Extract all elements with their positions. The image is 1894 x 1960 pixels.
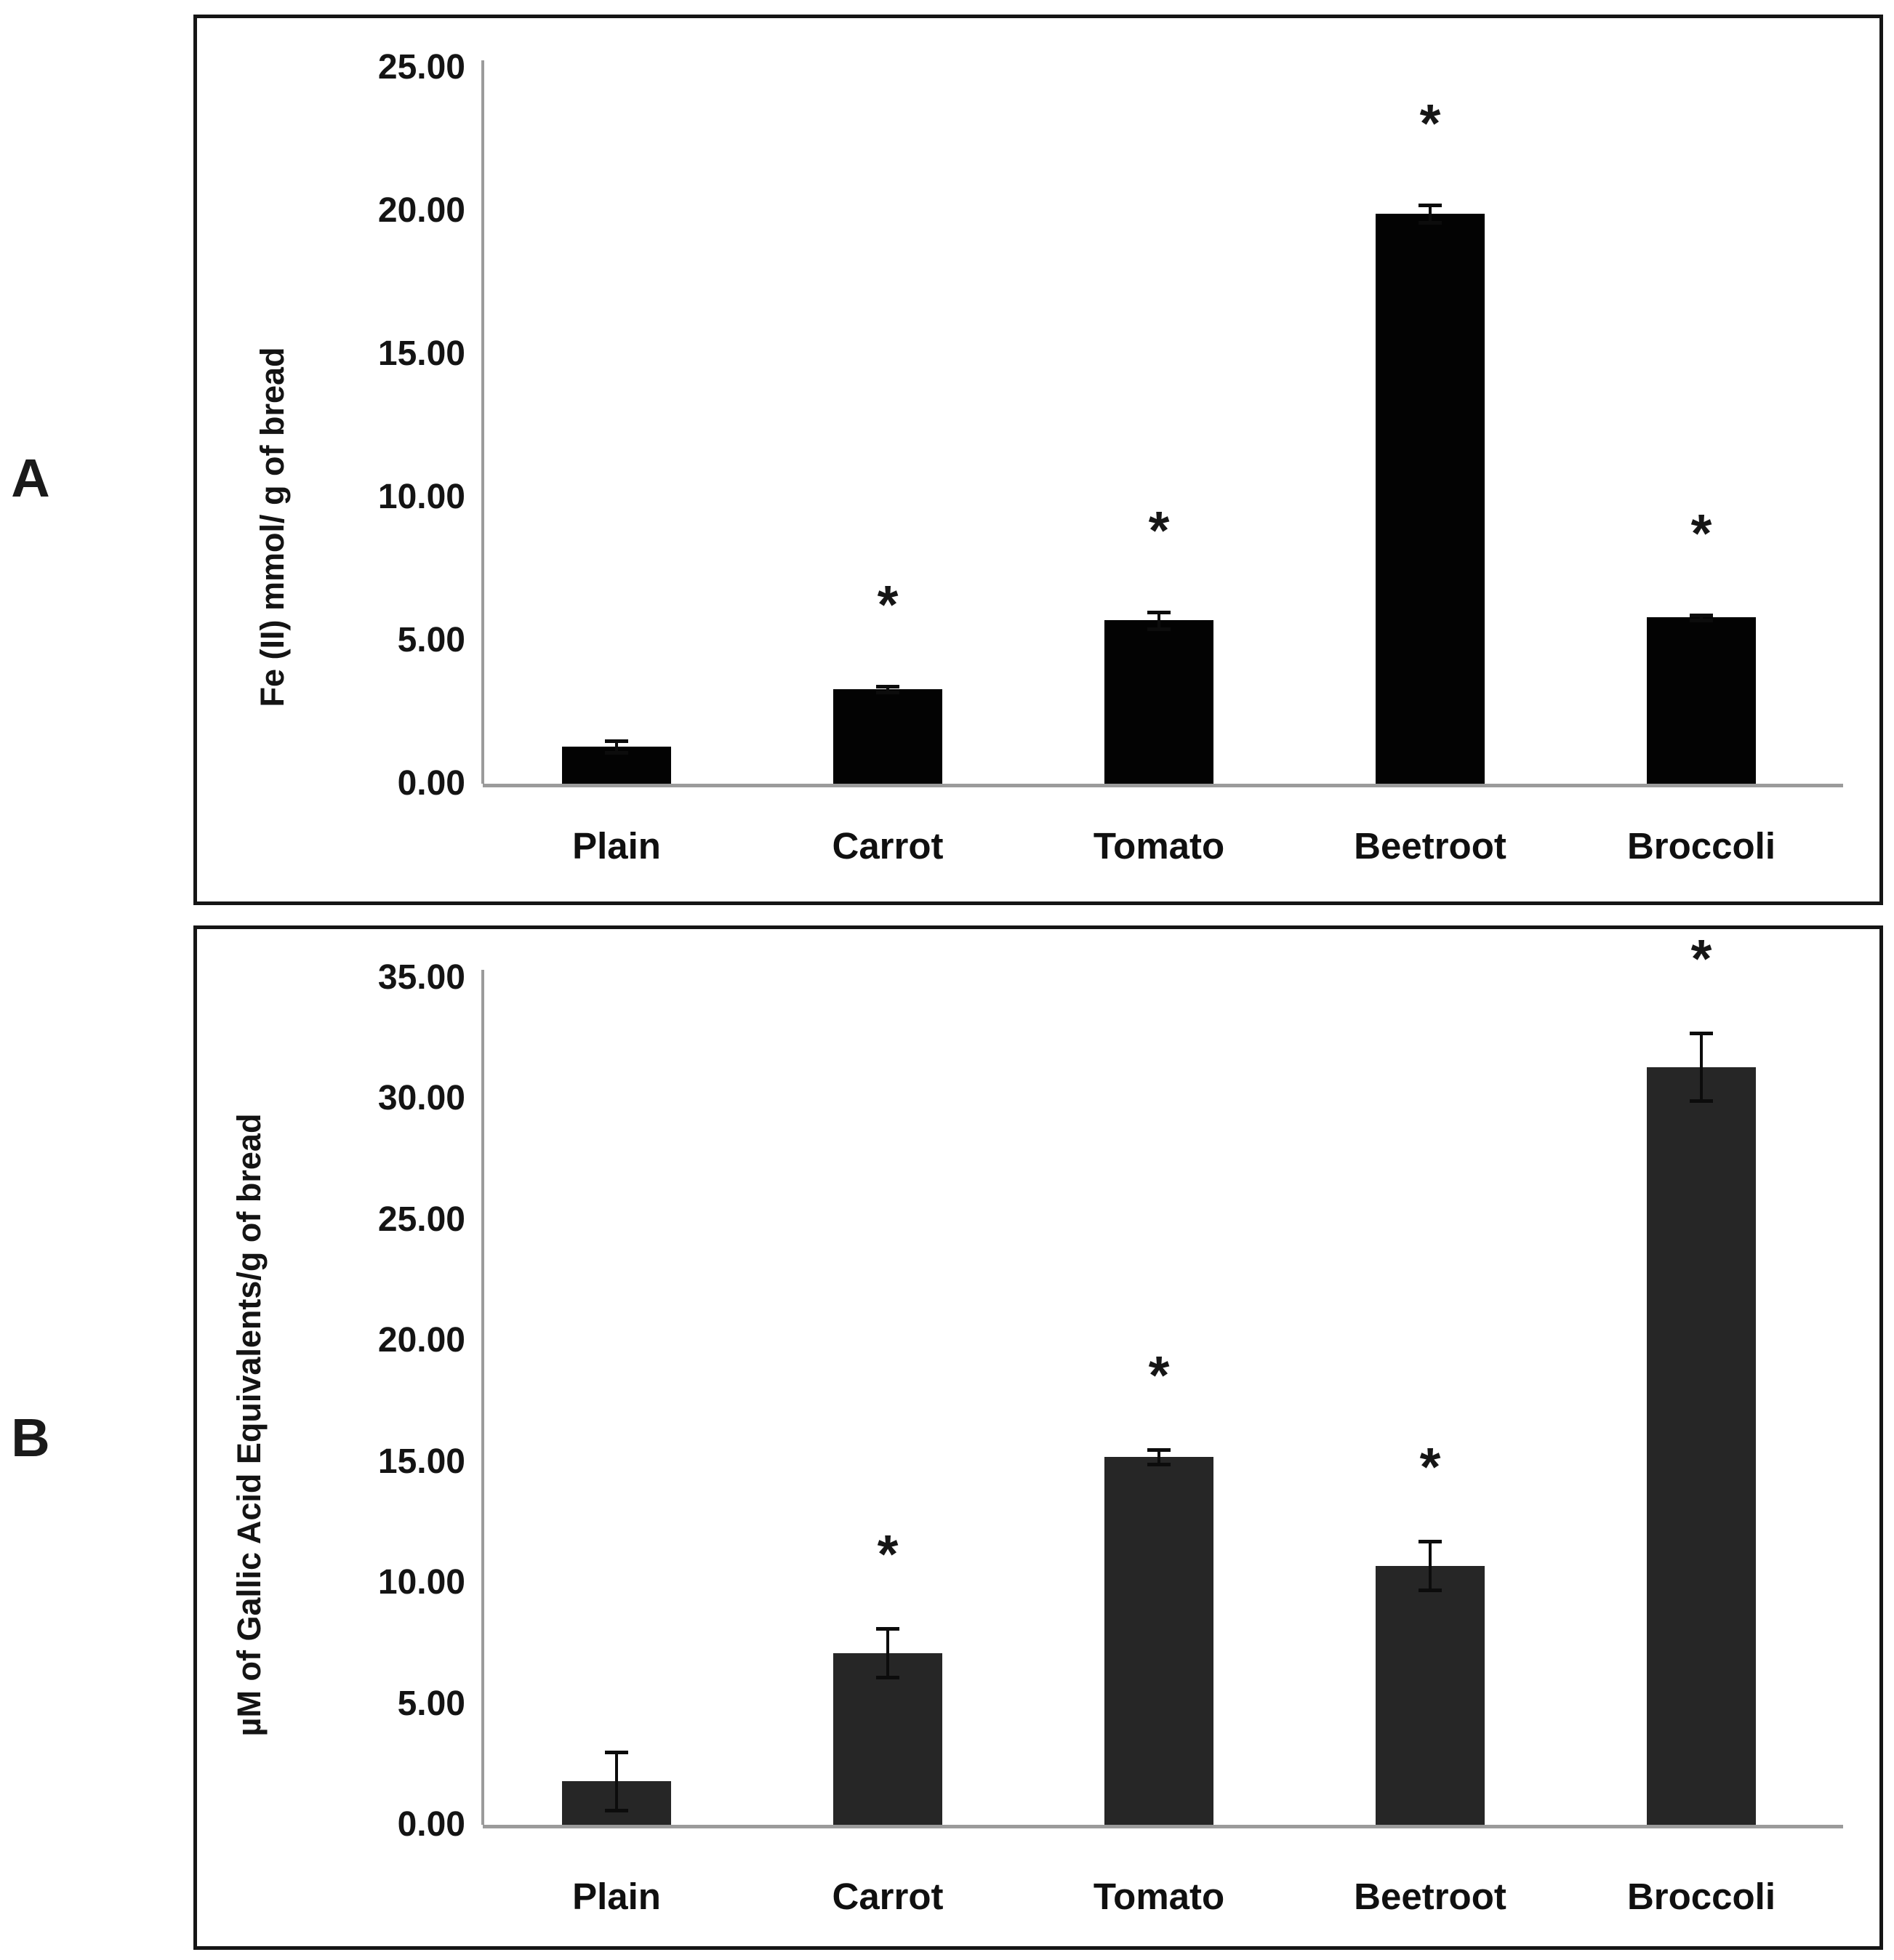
error-bar-line	[1700, 1033, 1703, 1101]
significance-asterisk: *	[1419, 1437, 1441, 1497]
significance-asterisk: *	[1419, 93, 1441, 153]
x-category-label: Tomato	[1093, 1876, 1225, 1917]
y-axis-line	[481, 60, 484, 784]
y-tick-label: 35.00	[377, 958, 465, 997]
error-bar-line	[886, 686, 889, 692]
significance-asterisk: *	[877, 574, 899, 635]
error-bar-bottom-cap	[1147, 1463, 1171, 1466]
x-category-label: Plain	[572, 825, 661, 867]
error-bar-bottom-cap	[605, 751, 628, 755]
chart-b: 0.00 5.00 10.00 15.00 20.00 25.00 30.00 35.00 µM…	[197, 928, 1879, 1946]
y-tick-label: 30.00	[377, 1079, 465, 1117]
y-tick-label: 20.00	[377, 1321, 465, 1359]
error-bar-bottom-cap	[1690, 619, 1713, 622]
bar-broccoli	[1647, 617, 1756, 784]
error-bar-line	[1429, 1541, 1432, 1590]
error-bar-top-cap	[876, 1627, 899, 1631]
panel-b-box: 0.00 5.00 10.00 15.00 20.00 25.00 30.00 35.00 µM…	[193, 925, 1883, 1950]
error-bar-line	[1700, 615, 1703, 620]
bar-beetroot	[1376, 1566, 1485, 1825]
error-bar-top-cap	[1419, 204, 1442, 207]
panel-label-b: B	[11, 1407, 50, 1468]
error-bar-line	[1157, 612, 1160, 629]
significance-asterisk: *	[1148, 500, 1170, 561]
y-axis-title: µM of Gallic Acid Equivalents/g of bread	[230, 1113, 268, 1737]
error-bar-line	[886, 1628, 889, 1677]
error-bar-top-cap	[1419, 1540, 1442, 1543]
y-tick-label: 25.00	[377, 1200, 465, 1239]
error-bar-line	[615, 741, 618, 752]
error-bar-top-cap	[1147, 1448, 1171, 1452]
error-bar-top-cap	[605, 1751, 628, 1754]
error-bar-line	[615, 1752, 618, 1810]
x-category-label: Carrot	[832, 825, 944, 867]
panel-label-a: A	[11, 448, 50, 508]
y-tick-label: 25.00	[377, 48, 465, 87]
error-bar-bottom-cap	[1690, 1099, 1713, 1103]
y-tick-label: 10.00	[377, 478, 465, 516]
x-category-label: Tomato	[1093, 825, 1225, 867]
error-bar-bottom-cap	[605, 1809, 628, 1812]
x-axis-line	[483, 1825, 1843, 1828]
x-category-label: Carrot	[832, 1876, 944, 1917]
y-axis-line	[481, 970, 484, 1825]
error-bar-top-cap	[605, 739, 628, 743]
y-axis-title: Fe (II) mmol/ g of bread	[254, 347, 291, 707]
bar-broccoli	[1647, 1067, 1756, 1825]
error-bar-top-cap	[876, 685, 899, 688]
panel-a-box: 0.00 5.00 10.00 15.00 20.00 25.00 Fe (II) mmol…	[193, 15, 1883, 905]
bar-carrot	[833, 1653, 942, 1825]
x-category-label: Broccoli	[1626, 825, 1776, 867]
y-tick-label: 20.00	[377, 191, 465, 230]
y-tick-label: 10.00	[377, 1563, 465, 1602]
error-bar-bottom-cap	[1419, 1589, 1442, 1592]
x-category-label: Plain	[572, 1876, 661, 1917]
significance-asterisk: *	[1148, 1345, 1170, 1405]
y-tick-label: 15.00	[377, 1442, 465, 1481]
error-bar-top-cap	[1690, 1032, 1713, 1035]
bar-tomato	[1104, 620, 1213, 784]
significance-asterisk: *	[1690, 928, 1712, 989]
y-tick-label: 0.00	[397, 764, 465, 803]
y-tick-label: 5.00	[397, 1684, 465, 1723]
x-axis-line	[483, 784, 1843, 787]
significance-asterisk: *	[1690, 503, 1712, 563]
error-bar-bottom-cap	[876, 1676, 899, 1679]
y-tick-label: 15.00	[377, 334, 465, 373]
error-bar-bottom-cap	[1419, 221, 1442, 225]
error-bar-top-cap	[1147, 611, 1171, 614]
bar-tomato	[1104, 1457, 1213, 1825]
bar-carrot	[833, 689, 942, 784]
bar-beetroot	[1376, 214, 1485, 784]
error-bar-bottom-cap	[876, 691, 899, 694]
significance-asterisk: *	[877, 1524, 899, 1584]
error-bar-bottom-cap	[1147, 627, 1171, 631]
y-tick-label: 5.00	[397, 621, 465, 659]
x-category-label: Beetroot	[1354, 1876, 1506, 1917]
error-bar-line	[1157, 1450, 1160, 1464]
y-tick-label: 0.00	[397, 1805, 465, 1844]
x-category-label: Beetroot	[1354, 825, 1506, 867]
error-bar-top-cap	[1690, 614, 1713, 617]
chart-a: 0.00 5.00 10.00 15.00 20.00 25.00 Fe (II) mmol…	[197, 18, 1879, 901]
x-category-label: Broccoli	[1626, 1876, 1776, 1917]
error-bar-line	[1429, 205, 1432, 222]
